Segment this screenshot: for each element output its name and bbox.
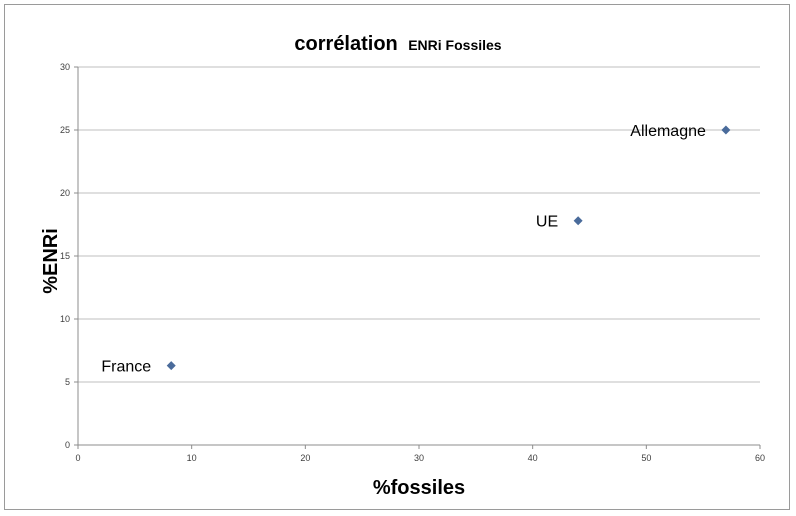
data-point (721, 125, 731, 135)
x-axis-label: %fossiles (373, 477, 465, 499)
data-label: Allemagne (630, 123, 706, 140)
chart-frame: corrélation ENRi Fossiles 0 5 10 15 20 25 30 0 1… (4, 4, 790, 510)
x-tick-label: 30 (414, 453, 424, 463)
scatter-chart: corrélation ENRi Fossiles 0 5 10 15 20 25 30 0 1… (40, 33, 765, 499)
data-point (573, 216, 583, 226)
grid (78, 66, 760, 383)
y-tick-label: 0 (65, 440, 70, 450)
x-tick-label: 0 (75, 453, 80, 463)
data-point (166, 361, 176, 371)
chart-title: corrélation ENRi Fossiles (294, 33, 501, 55)
axes (74, 66, 761, 449)
point-labels: France UE Allemagne (101, 123, 706, 376)
y-tick-label: 10 (60, 314, 70, 324)
data-points (166, 125, 731, 371)
y-tick-label: 30 (60, 62, 70, 72)
data-label: France (101, 359, 151, 376)
data-label: UE (536, 214, 558, 231)
y-axis-label: %ENRi (40, 228, 62, 294)
y-tick-label: 25 (60, 125, 70, 135)
y-tick-label: 20 (60, 188, 70, 198)
chart-title-sub: ENRi Fossiles (408, 37, 502, 53)
x-tick-label: 50 (641, 453, 651, 463)
tick-labels: 0 5 10 15 20 25 30 0 10 20 30 40 50 60 (60, 62, 765, 463)
x-tick-label: 60 (755, 453, 765, 463)
x-tick-label: 40 (528, 453, 538, 463)
x-tick-label: 20 (300, 453, 310, 463)
y-tick-label: 15 (60, 251, 70, 261)
x-tick-label: 10 (187, 453, 197, 463)
chart-title-main: corrélation (294, 33, 397, 55)
y-tick-label: 5 (65, 377, 70, 387)
